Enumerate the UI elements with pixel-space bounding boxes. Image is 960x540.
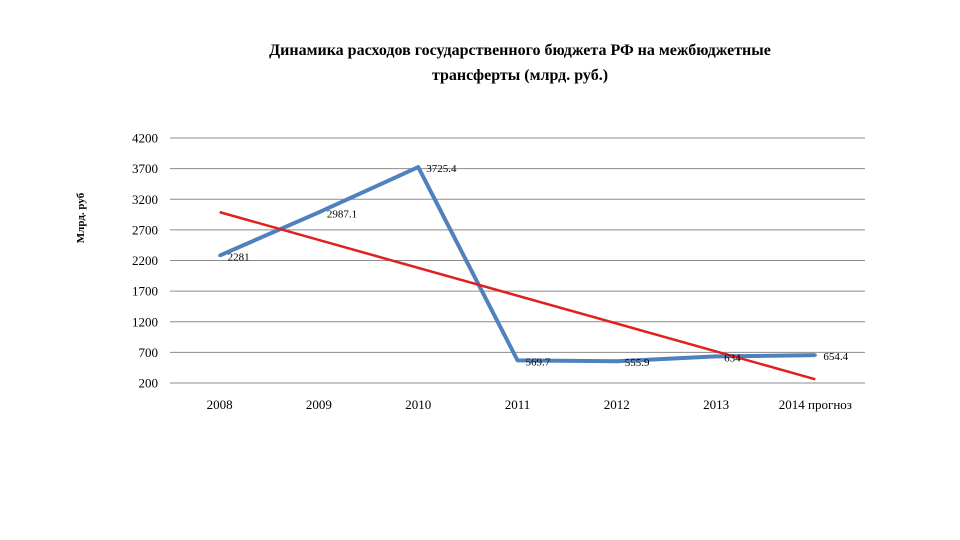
data-point: [615, 359, 619, 363]
x-tick-label: 2012: [604, 397, 630, 412]
x-tick-label: 2011: [505, 397, 531, 412]
data-label: 654.4: [823, 351, 848, 363]
x-tick-label: 2013: [703, 397, 729, 412]
series-group: [218, 165, 817, 381]
series-line: [218, 165, 816, 364]
data-label: 2281: [228, 252, 250, 264]
chart-title: Динамика расходов государственного бюдже…: [170, 38, 870, 88]
data-point: [218, 254, 222, 258]
x-tick-label: 2014 прогноз: [779, 397, 852, 412]
y-tick-label: 4200: [132, 131, 158, 146]
data-point: [714, 354, 718, 358]
data-point: [813, 353, 817, 357]
data-label: 555.9: [625, 357, 650, 369]
y-tick-label: 3200: [132, 192, 158, 207]
y-tick-label: 3700: [132, 161, 158, 176]
y-tick-label: 2700: [132, 222, 158, 237]
data-point: [317, 210, 321, 214]
data-point: [416, 165, 420, 169]
chart-title-line-2: трансферты (млрд. руб.): [431, 67, 609, 84]
y-axis-ticks: 200 700 1200 1700 2200 2700 3200 3700 4200: [132, 131, 158, 391]
x-axis-ticks: 2008 2009 2010 2011 2012 2013 2014 прогноз: [207, 397, 852, 412]
data-label: 3725.4: [426, 163, 457, 175]
y-tick-label: 700: [139, 345, 159, 360]
trend-line: [219, 210, 816, 381]
data-labels: 2281 2987.1 3725.4 569.7 555.9 634 654.4: [228, 163, 849, 369]
data-label: 2987.1: [327, 208, 357, 220]
x-tick-label: 2009: [306, 397, 332, 412]
y-tick-label: 2200: [132, 253, 158, 268]
data-label: 569.7: [526, 356, 551, 368]
y-tick-label: 200: [139, 376, 159, 391]
y-tick-label: 1200: [132, 314, 158, 329]
data-label: 634: [724, 352, 741, 364]
gridlines: [170, 137, 865, 384]
chart-title-line-1: Динамика расходов государственного бюдже…: [269, 42, 771, 59]
y-axis-title: Млрд. руб: [75, 192, 87, 243]
x-tick-label: 2010: [405, 397, 431, 412]
data-point: [516, 358, 519, 362]
x-tick-label: 2008: [207, 397, 233, 412]
y-tick-label: 1700: [132, 284, 158, 299]
